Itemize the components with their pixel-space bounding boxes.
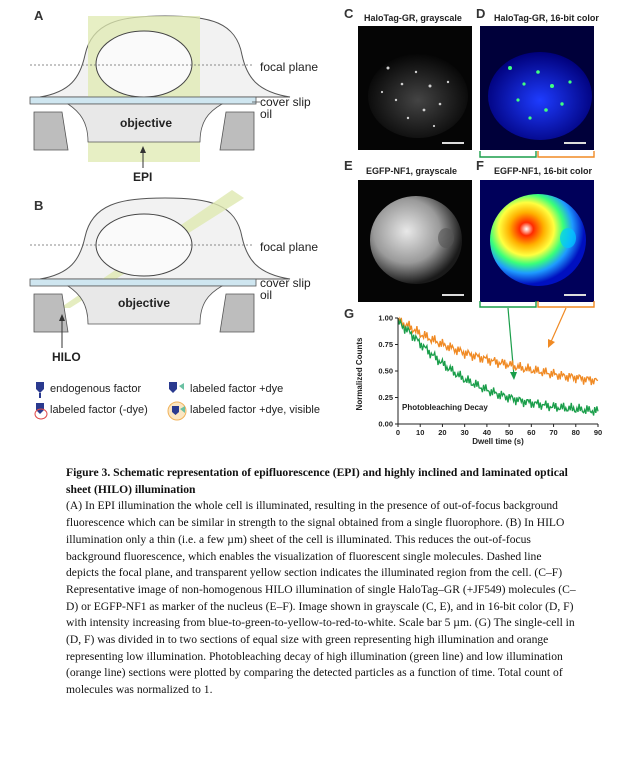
orange-connector-arrow <box>549 307 567 345</box>
chart-xlabel: Dwell time (s) <box>472 437 524 446</box>
caption-title: Figure 3. Schematic representation of ep… <box>66 466 568 496</box>
cover-slip-label-a: cover slip <box>260 95 311 109</box>
oil-label-b: oil <box>260 288 273 302</box>
x-tick-label: 0 <box>396 428 400 437</box>
x-tick-label: 90 <box>594 428 602 437</box>
y-tick-label: 0.75 <box>378 340 393 349</box>
panel-letter-f: F <box>476 158 484 173</box>
x-tick-label: 30 <box>460 428 468 437</box>
y-tick-label: 0.00 <box>378 420 393 429</box>
chart-title: Photobleaching Decay <box>402 403 488 412</box>
epi-schematic <box>29 15 291 168</box>
photobleaching-chart: 0 10 20 30 40 50 60 70 80 900.000.250.500.751.00 … <box>355 314 602 447</box>
micrograph-e-title: EGFP-NF1, grayscale <box>366 166 458 176</box>
chart-ylabel: Normalized Counts <box>355 337 364 410</box>
green-bracket-f <box>479 301 537 308</box>
panel-letter-a: A <box>34 8 44 23</box>
labeled-factor-visible-icon <box>167 401 187 421</box>
y-tick-label: 1.00 <box>378 314 393 323</box>
micrograph-f <box>480 180 594 302</box>
y-tick-label: 0.50 <box>378 367 393 376</box>
objective-a <box>66 103 224 143</box>
legend-labeled-visible: labeled factor +dye, visible <box>190 404 320 416</box>
hilo-label: HILO <box>52 350 81 364</box>
x-tick-label: 10 <box>416 428 424 437</box>
labeled-factor-nodye-icon <box>34 403 48 420</box>
objective-label-a: objective <box>120 116 173 130</box>
panel-letter-e: E <box>344 158 353 173</box>
micrograph-d-title: HaloTag-GR, 16-bit color <box>494 13 599 23</box>
legend-labeled-nodye: labeled factor (-dye) <box>50 404 148 416</box>
x-tick-label: 40 <box>483 428 491 437</box>
series-low-illumination <box>397 316 599 386</box>
panel-letter-c: C <box>344 6 354 21</box>
epi-label: EPI <box>133 170 153 184</box>
objective-label-b: objective <box>118 296 171 310</box>
oil-label-a: oil <box>260 107 273 121</box>
micrograph-e <box>358 180 472 302</box>
x-tick-label: 20 <box>438 428 446 437</box>
series-high-illumination <box>397 318 599 416</box>
legend-labeled-dye: labeled factor +dye <box>190 383 284 395</box>
y-tick-label: 0.25 <box>378 393 393 402</box>
panel-letter-g: G <box>344 306 355 321</box>
legend-endogenous: endogenous factor <box>50 383 142 395</box>
focal-plane-label-a: focal plane <box>260 60 319 74</box>
micrograph-c <box>358 26 472 150</box>
nucleus-a <box>95 30 193 98</box>
figure-caption: Figure 3. Schematic representation of ep… <box>66 465 576 699</box>
x-tick-label: 60 <box>527 428 535 437</box>
x-tick-label: 80 <box>572 428 580 437</box>
micrograph-f-title: EGFP-NF1, 16-bit color <box>494 166 593 176</box>
cover-slip-label-b: cover slip <box>260 276 311 290</box>
hilo-schematic <box>29 190 291 348</box>
micrograph-d <box>480 26 594 150</box>
orange-bracket-f <box>537 301 595 308</box>
orange-bracket-d <box>537 151 595 158</box>
labeled-factor-dye-icon <box>169 382 184 393</box>
endogenous-factor-icon <box>36 382 44 398</box>
panel-letter-d: D <box>476 6 486 21</box>
caption-body: (A) In EPI illumination the whole cell i… <box>66 499 576 697</box>
cover-slip-a <box>29 96 257 105</box>
green-bracket-d <box>479 151 537 158</box>
x-tick-label: 50 <box>505 428 513 437</box>
micrograph-c-title: HaloTag-GR, grayscale <box>364 13 462 23</box>
focal-plane-label-b: focal plane <box>260 240 319 254</box>
x-tick-label: 70 <box>549 428 557 437</box>
panel-letter-b: B <box>34 198 44 213</box>
